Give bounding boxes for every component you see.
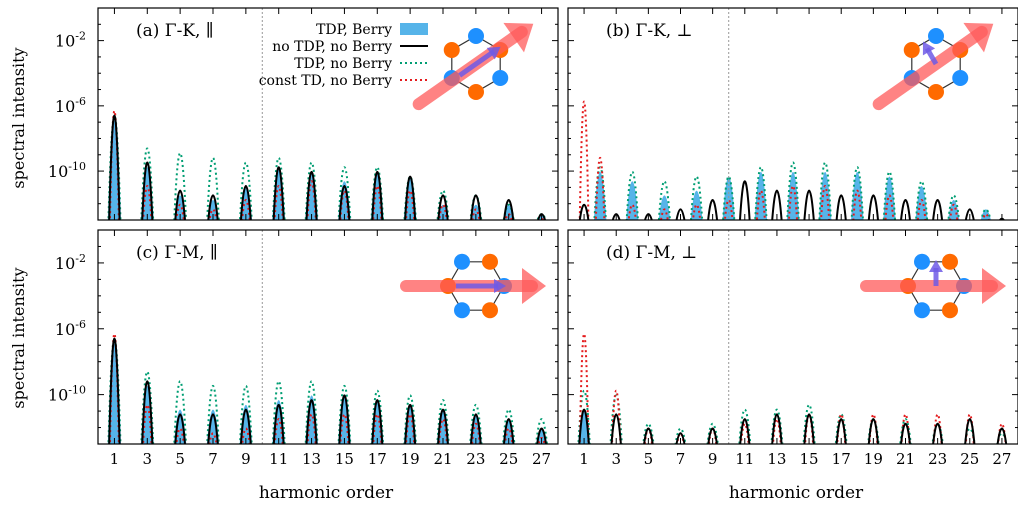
series-no-tdp-no-berry-d xyxy=(578,408,1008,444)
ytick-label-c: 10-10 xyxy=(48,384,86,405)
xtick-label-d: 17 xyxy=(832,450,851,468)
current-arrow-icon xyxy=(922,41,939,66)
xtick-label-c: 19 xyxy=(401,450,420,468)
xtick-label-c: 3 xyxy=(143,450,153,468)
legend-swatch xyxy=(400,23,428,35)
atom-icon xyxy=(914,302,930,319)
atom-icon xyxy=(928,84,944,100)
xtick-label-c: 13 xyxy=(302,450,321,468)
atom-icon xyxy=(952,70,969,86)
xtick-label-d: 27 xyxy=(992,450,1011,468)
xtick-label-d: 1 xyxy=(579,450,589,468)
xtick-label-c: 1 xyxy=(110,450,120,468)
xtick-label-d: 19 xyxy=(864,450,883,468)
field-arrow-icon xyxy=(872,22,994,111)
current-arrow-icon xyxy=(929,260,943,286)
series-tdp-berry-c xyxy=(107,343,548,444)
lattice-icon-d xyxy=(860,253,1006,319)
xtick-label-c: 15 xyxy=(335,450,354,468)
xtick-label-c: 7 xyxy=(208,450,218,468)
frame-a xyxy=(97,7,559,221)
atom-icon xyxy=(942,253,958,270)
legend-label: no TDP, no Berry xyxy=(272,39,392,55)
series-tdp-berry-a xyxy=(107,120,546,220)
xtick-label-c: 25 xyxy=(499,450,518,468)
frame-d xyxy=(567,229,1018,445)
xtick-label-d: 3 xyxy=(611,450,621,468)
series-tdp-no-berry-c xyxy=(107,337,548,444)
atom-icon xyxy=(468,28,484,44)
series-const-td-no-berry-d xyxy=(578,332,1007,444)
series-tdp-no-berry-a xyxy=(107,114,547,220)
current-arrow-icon xyxy=(458,46,501,78)
xtick-label-d: 5 xyxy=(644,450,654,468)
series-no-tdp-no-berry-c xyxy=(108,337,547,444)
xlabel-right: harmonic order xyxy=(729,483,864,503)
ylabel-top: spectral intensity xyxy=(9,47,28,188)
panel-c: 1 3 5 7 9 11 13 15 17 19 21 23 25 2710-210-610-10(c) … xyxy=(48,229,559,468)
plot-area-c xyxy=(107,332,548,444)
series-tdp-no-berry-d xyxy=(577,390,1008,444)
lattice-icon-a xyxy=(412,22,534,111)
atom-icon xyxy=(492,70,509,86)
series-tdp-no-berry-b xyxy=(593,161,992,220)
atom-icon xyxy=(942,302,958,319)
xtick-label-c: 11 xyxy=(269,450,288,468)
panel-title-a: (a) Γ-K, ∥ xyxy=(136,21,214,41)
xtick-label-c: 5 xyxy=(175,450,185,468)
ytick-label-a: 10-2 xyxy=(55,30,86,51)
panel-title-c: (c) Γ-M, ∥ xyxy=(136,243,218,263)
atom-icon xyxy=(914,253,930,270)
xtick-label-c: 9 xyxy=(241,450,251,468)
frame-b xyxy=(567,7,1018,221)
series-const-td-no-berry-b xyxy=(578,100,990,220)
lattice-icon-b xyxy=(872,22,994,111)
xtick-label-d: 25 xyxy=(960,450,979,468)
plot-area-b xyxy=(578,100,1005,220)
atom-icon xyxy=(443,42,460,58)
xtick-label-c: 23 xyxy=(466,450,485,468)
legend-label: TDP, Berry xyxy=(316,22,392,38)
xtick-label-c: 27 xyxy=(532,450,551,468)
plot-area-a xyxy=(107,109,547,220)
panel-b: (b) Γ-K, ⊥ xyxy=(567,7,1018,221)
panel-title-b: (b) Γ-K, ⊥ xyxy=(606,21,693,41)
atom-icon xyxy=(903,42,920,58)
ytick-label-a: 10-6 xyxy=(55,95,86,116)
series-no-tdp-no-berry-a xyxy=(108,114,547,220)
xtick-label-d: 15 xyxy=(800,450,819,468)
atom-icon xyxy=(482,253,498,270)
ytick-label-c: 10-2 xyxy=(55,252,86,273)
frame-c xyxy=(97,229,559,445)
legend-label: const TD, no Berry xyxy=(259,73,392,89)
panel-a: 10-2 10-6 10-10 (a) Γ-K, ∥ xyxy=(48,7,559,221)
ytick-label-c: 10-6 xyxy=(55,318,86,339)
series-no-tdp-no-berry-b xyxy=(578,180,1005,220)
atom-icon xyxy=(928,28,944,44)
xtick-label-c: 21 xyxy=(433,450,452,468)
xtick-label-d: 21 xyxy=(896,450,915,468)
lattice-icon-c xyxy=(400,253,546,319)
xtick-label-c: 17 xyxy=(368,450,387,468)
xtick-label-d: 9 xyxy=(708,450,718,468)
ylabel-bottom: spectral intensity xyxy=(9,267,28,408)
atom-icon xyxy=(468,84,484,100)
xtick-label-d: 7 xyxy=(676,450,686,468)
current-arrow-icon xyxy=(456,279,506,293)
atom-icon xyxy=(454,302,470,319)
atom-icon xyxy=(482,302,498,319)
xtick-label-d: 23 xyxy=(928,450,947,468)
panel-title-d: (d) Γ-M, ⊥ xyxy=(606,243,697,263)
ytick-label-a: 10-10 xyxy=(48,160,86,181)
panel-d: 1 3 5 7 9 11 13 15 17 19 21 23 25 27(d) Γ-M, ⊥ xyxy=(567,229,1018,468)
plot-area-d xyxy=(577,332,1008,444)
legend-label: TDP, no Berry xyxy=(294,56,392,72)
field-arrow-icon xyxy=(860,268,1006,304)
atom-icon xyxy=(454,253,470,270)
xtick-label-d: 11 xyxy=(735,450,754,468)
xlabel-left: harmonic order xyxy=(259,483,394,503)
xtick-label-d: 13 xyxy=(767,450,786,468)
